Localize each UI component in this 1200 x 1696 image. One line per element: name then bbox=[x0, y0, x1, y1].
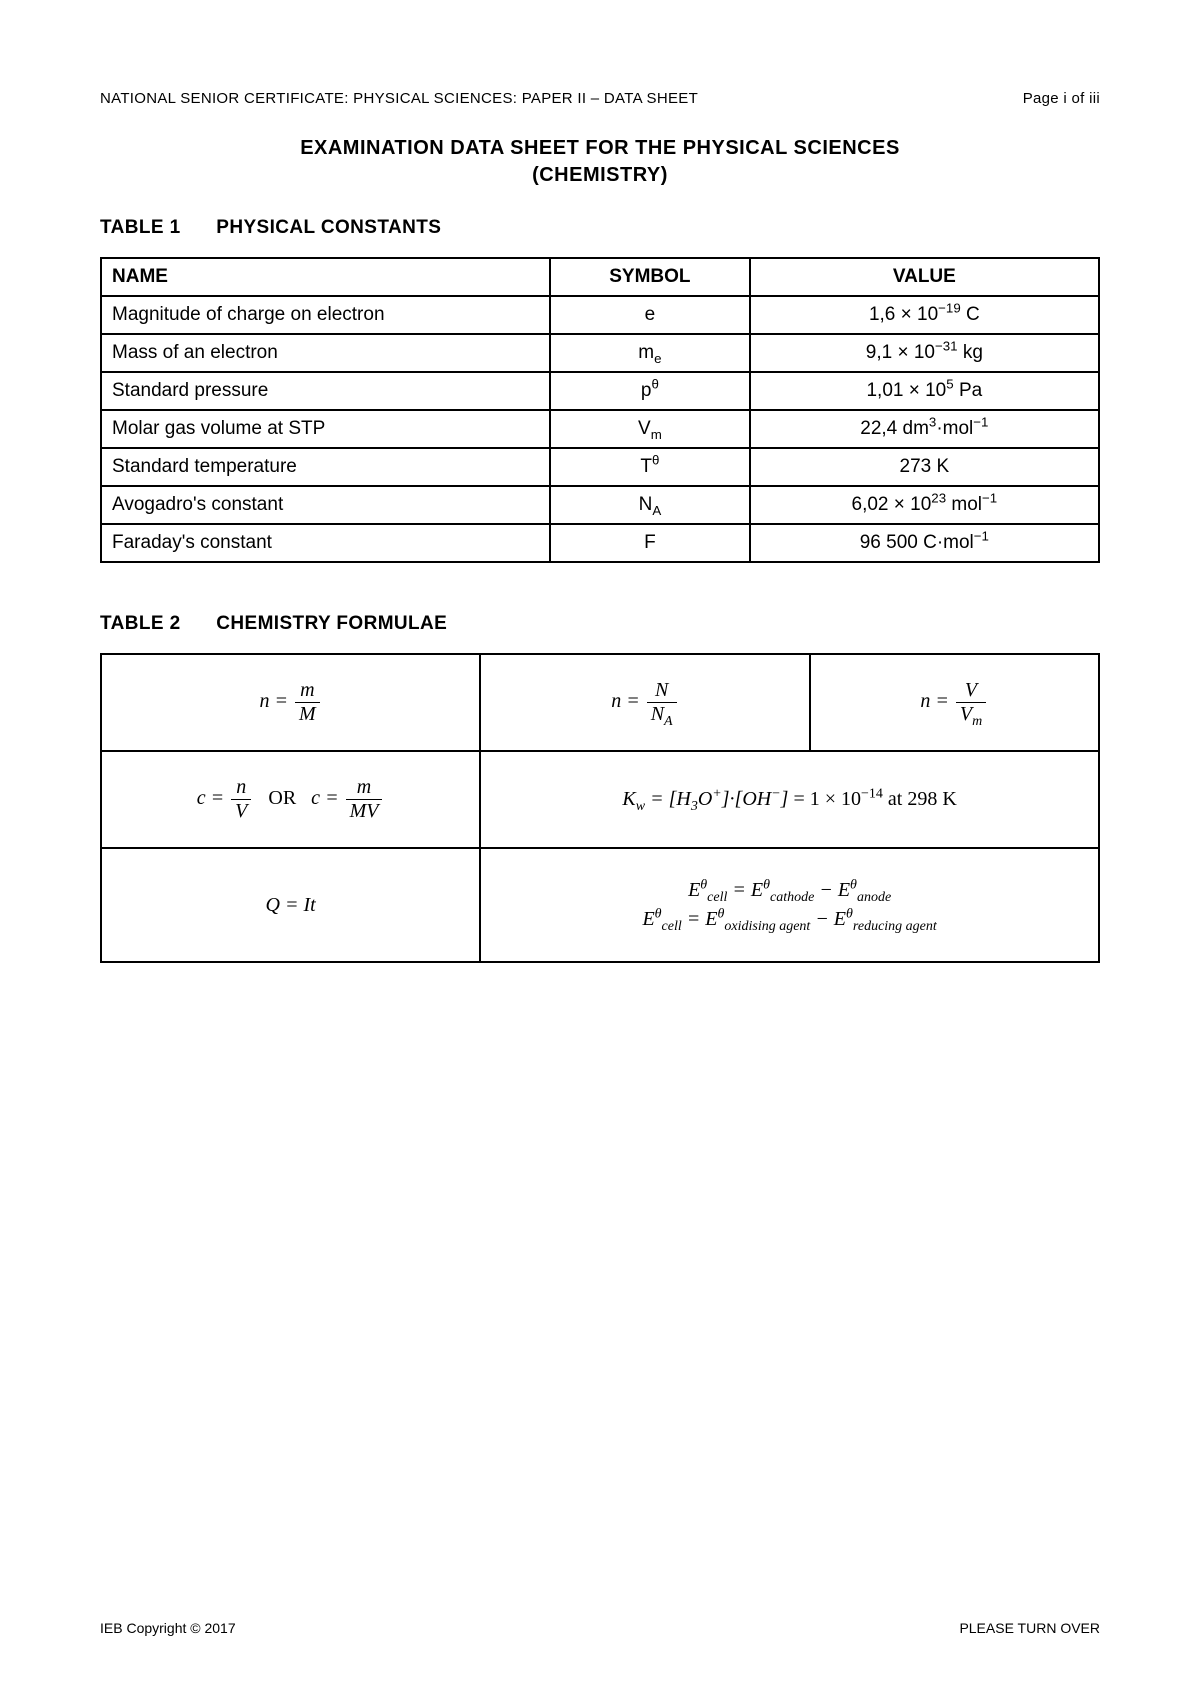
constant-value: 273 K bbox=[750, 448, 1099, 486]
table-row: Molar gas volume at STPVm22,4 dm3·mol−1 bbox=[101, 410, 1099, 448]
table-row: Standard temperatureTθ273 K bbox=[101, 448, 1099, 486]
table1-title: PHYSICAL CONSTANTS bbox=[216, 217, 441, 239]
col-symbol-header: SYMBOL bbox=[550, 258, 750, 296]
page-footer: IEB Copyright © 2017 PLEASE TURN OVER bbox=[100, 1620, 1100, 1636]
footer-right: PLEASE TURN OVER bbox=[959, 1620, 1100, 1636]
constant-name: Avogadro's constant bbox=[101, 486, 550, 524]
formula-n-volume: n = VVm bbox=[810, 654, 1099, 751]
constant-value: 9,1 × 10−31 kg bbox=[750, 334, 1099, 372]
title-line-1: EXAMINATION DATA SHEET FOR THE PHYSICAL … bbox=[100, 135, 1100, 162]
constant-value: 96 500 C·mol−1 bbox=[750, 524, 1099, 562]
constant-value: 6,02 × 1023 mol−1 bbox=[750, 486, 1099, 524]
formula-row-2: c = nV OR c = mMV Kw = [H3O+]·[OH−] = 1 … bbox=[101, 751, 1099, 848]
formula-n-avogadro: n = NNA bbox=[480, 654, 809, 751]
constant-symbol: pθ bbox=[550, 372, 750, 410]
formula-n-mass: n = mM bbox=[101, 654, 480, 751]
constant-name: Mass of an electron bbox=[101, 334, 550, 372]
formula-kw: Kw = [H3O+]·[OH−] = 1 × 10−14 at 298 K bbox=[480, 751, 1099, 848]
table2-title: CHEMISTRY FORMULAE bbox=[216, 613, 447, 635]
page: NATIONAL SENIOR CERTIFICATE: PHYSICAL SC… bbox=[0, 0, 1200, 1013]
physical-constants-table: NAME SYMBOL VALUE Magnitude of charge on… bbox=[100, 257, 1100, 563]
footer-left: IEB Copyright © 2017 bbox=[100, 1620, 236, 1636]
table-row: Standard pressurepθ1,01 × 105 Pa bbox=[101, 372, 1099, 410]
chemistry-formulae-table: n = mM n = NNA n = VVm c = nV OR c = mMV… bbox=[100, 653, 1100, 963]
table-header-row: NAME SYMBOL VALUE bbox=[101, 258, 1099, 296]
constant-value: 1,01 × 105 Pa bbox=[750, 372, 1099, 410]
formula-row-1: n = mM n = NNA n = VVm bbox=[101, 654, 1099, 751]
constant-symbol: me bbox=[550, 334, 750, 372]
header-left: NATIONAL SENIOR CERTIFICATE: PHYSICAL SC… bbox=[100, 90, 698, 107]
constant-value: 22,4 dm3·mol−1 bbox=[750, 410, 1099, 448]
constant-symbol: F bbox=[550, 524, 750, 562]
table-row: Mass of an electronme9,1 × 10−31 kg bbox=[101, 334, 1099, 372]
col-value-header: VALUE bbox=[750, 258, 1099, 296]
constant-name: Standard pressure bbox=[101, 372, 550, 410]
constant-name: Magnitude of charge on electron bbox=[101, 296, 550, 334]
constant-value: 1,6 × 10−19 C bbox=[750, 296, 1099, 334]
table-row: Magnitude of charge on electrone1,6 × 10… bbox=[101, 296, 1099, 334]
constant-name: Faraday's constant bbox=[101, 524, 550, 562]
formula-cell-potential: Eθcell = Eθcathode − EθanodeEθcell = Eθo… bbox=[480, 848, 1099, 962]
table1-heading: TABLE 1 PHYSICAL CONSTANTS bbox=[100, 217, 1100, 239]
page-header: NATIONAL SENIOR CERTIFICATE: PHYSICAL SC… bbox=[100, 90, 1100, 107]
table2-label: TABLE 2 bbox=[100, 613, 181, 635]
formula-charge: Q = It bbox=[101, 848, 480, 962]
table2-heading: TABLE 2 CHEMISTRY FORMULAE bbox=[100, 613, 1100, 635]
table-row: Avogadro's constantNA6,02 × 1023 mol−1 bbox=[101, 486, 1099, 524]
page-title: EXAMINATION DATA SHEET FOR THE PHYSICAL … bbox=[100, 135, 1100, 189]
title-line-2: (CHEMISTRY) bbox=[100, 162, 1100, 189]
formula-row-3: Q = It Eθcell = Eθcathode − EθanodeEθcel… bbox=[101, 848, 1099, 962]
constant-symbol: NA bbox=[550, 486, 750, 524]
constant-name: Molar gas volume at STP bbox=[101, 410, 550, 448]
col-name-header: NAME bbox=[101, 258, 550, 296]
header-right: Page i of iii bbox=[1023, 90, 1100, 107]
formula-concentration: c = nV OR c = mMV bbox=[101, 751, 480, 848]
constant-symbol: Vm bbox=[550, 410, 750, 448]
constant-name: Standard temperature bbox=[101, 448, 550, 486]
table1-label: TABLE 1 bbox=[100, 217, 181, 239]
constant-symbol: Tθ bbox=[550, 448, 750, 486]
table-row: Faraday's constantF96 500 C·mol−1 bbox=[101, 524, 1099, 562]
constant-symbol: e bbox=[550, 296, 750, 334]
